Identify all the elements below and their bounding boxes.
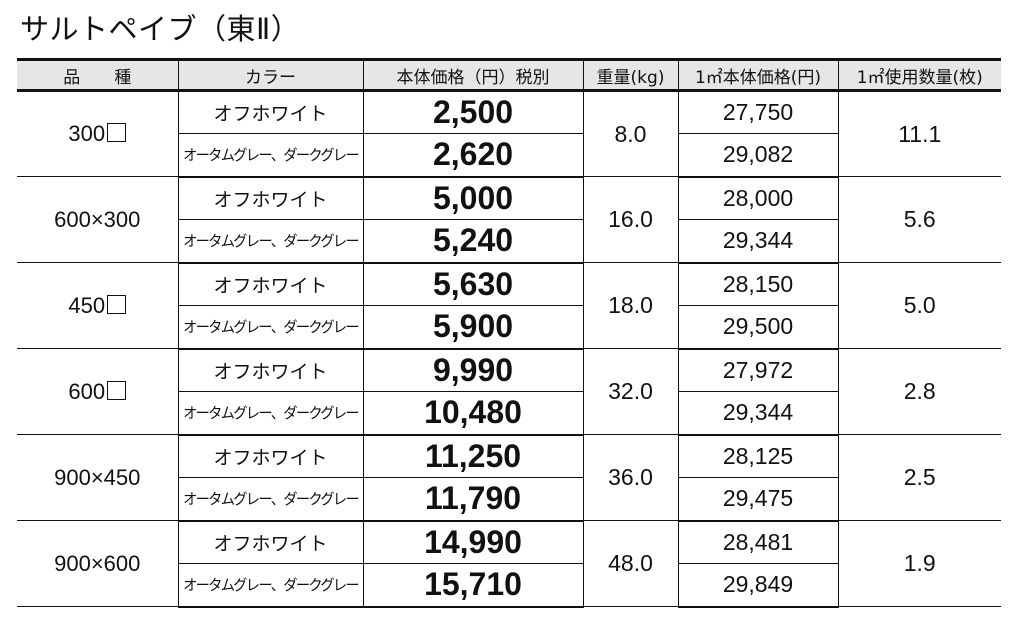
color-name: オータムグレー、ダークグレー — [182, 133, 359, 178]
table-row: 600×300 オフホワイト 5,000 16.0 28,000 5.6 — [17, 176, 1001, 263]
price-per-sqm: 29,475 — [677, 477, 838, 522]
unit-price: 11,790 — [362, 477, 583, 522]
unit-price: 5,900 — [362, 305, 583, 350]
qty-per-sqm: 2.5 — [837, 434, 1001, 521]
qty-per-sqm: 1.9 — [837, 520, 1001, 607]
color-name: オフホワイト — [177, 434, 363, 478]
qty-per-sqm: 2.8 — [837, 348, 1001, 435]
unit-price: 5,000 — [362, 176, 583, 220]
price-per-sqm: 28,000 — [677, 176, 838, 220]
table-row: オータムグレー、ダークグレー 2,620 29,082 — [17, 133, 1001, 178]
table-row: オータムグレー、ダークグレー 5,240 29,344 — [17, 219, 1001, 264]
table-row: 900×450 オフホワイト 11,250 36.0 28,125 2.5 — [17, 434, 1001, 521]
table-row: 900×600 オフホワイト 14,990 48.0 28,481 1.9 — [17, 520, 1001, 607]
color-name: オータムグレー、ダークグレー — [182, 219, 359, 264]
color-name: オータムグレー、ダークグレー — [182, 305, 359, 350]
weight-kg: 32.0 — [582, 348, 678, 435]
unit-price: 5,240 — [362, 219, 583, 264]
price-per-sqm: 29,082 — [677, 133, 838, 178]
table-row: オータムグレー、ダークグレー 11,790 29,475 — [17, 477, 1001, 522]
table-row: 600 オフホワイト 9,990 32.0 27,972 2.8 — [17, 348, 1001, 435]
price-table: 品 種 カラー 本体価格（円）税別 重量(kg) 1㎡本体価格(円) 1㎡使用数… — [17, 58, 1001, 608]
unit-price: 14,990 — [362, 520, 583, 564]
header-weight: 重量(kg) — [582, 58, 678, 92]
product-size: 600 — [17, 348, 178, 435]
table-body: 300 オフホワイト 2,500 8.0 27,750 11.1 オータムグレー、ダークグレ… — [17, 90, 1001, 608]
unit-price: 9,990 — [362, 348, 583, 392]
weight-kg: 48.0 — [582, 520, 678, 607]
price-per-sqm: 28,481 — [677, 520, 838, 564]
price-per-sqm: 27,750 — [677, 90, 838, 134]
square-symbol-icon — [107, 294, 127, 314]
qty-per-sqm: 11.1 — [837, 90, 1001, 177]
header-product: 品 種 — [17, 58, 178, 92]
weight-kg: 36.0 — [582, 434, 678, 521]
weight-kg: 18.0 — [582, 262, 678, 349]
unit-price: 15,710 — [362, 563, 583, 608]
product-size: 600×300 — [17, 176, 178, 263]
header-price-per-sqm: 1㎡本体価格(円) — [677, 58, 838, 92]
unit-price: 5,630 — [362, 262, 583, 306]
price-per-sqm: 29,344 — [677, 219, 838, 264]
color-name: オフホワイト — [177, 520, 363, 564]
header-price: 本体価格（円）税別 — [362, 58, 583, 92]
color-name: オータムグレー、ダークグレー — [182, 563, 359, 608]
table-row: 300 オフホワイト 2,500 8.0 27,750 11.1 — [17, 90, 1001, 177]
price-per-sqm: 28,150 — [677, 262, 838, 306]
product-size: 450 — [17, 262, 178, 349]
color-name: オフホワイト — [177, 262, 363, 306]
qty-per-sqm: 5.0 — [837, 262, 1001, 349]
table-row: 450 オフホワイト 5,630 18.0 28,150 5.0 — [17, 262, 1001, 349]
qty-per-sqm: 5.6 — [837, 176, 1001, 263]
color-name: オータムグレー、ダークグレー — [182, 391, 359, 436]
weight-kg: 8.0 — [582, 90, 678, 177]
unit-price: 2,620 — [362, 133, 583, 178]
square-symbol-icon — [107, 123, 127, 142]
price-per-sqm: 29,849 — [677, 563, 838, 608]
color-name: オフホワイト — [177, 348, 363, 392]
weight-kg: 16.0 — [582, 176, 678, 263]
page-title: サルトペイブ（東Ⅱ） — [20, 12, 301, 46]
table-row: オータムグレー、ダークグレー 5,900 29,500 — [17, 305, 1001, 350]
product-size: 300 — [17, 90, 178, 177]
header-qty-per-sqm: 1㎡使用数量(枚) — [837, 58, 1001, 92]
color-name: オータムグレー、ダークグレー — [182, 477, 359, 522]
square-symbol-icon — [107, 380, 127, 400]
unit-price: 2,500 — [362, 90, 583, 134]
product-size: 900×450 — [17, 434, 178, 521]
price-per-sqm: 29,344 — [677, 391, 838, 436]
unit-price: 10,480 — [362, 391, 583, 436]
table-header-row: 品 種 カラー 本体価格（円）税別 重量(kg) 1㎡本体価格(円) 1㎡使用数… — [17, 58, 1001, 92]
price-per-sqm: 28,125 — [677, 434, 838, 478]
unit-price: 11,250 — [362, 434, 583, 478]
table-row: オータムグレー、ダークグレー 10,480 29,344 — [17, 391, 1001, 436]
color-name: オフホワイト — [177, 90, 363, 134]
price-per-sqm: 27,972 — [677, 348, 838, 392]
table-row: オータムグレー、ダークグレー 15,710 29,849 — [17, 563, 1001, 608]
product-size: 900×600 — [17, 520, 178, 607]
header-color: カラー — [177, 58, 363, 92]
price-per-sqm: 29,500 — [677, 305, 838, 350]
color-name: オフホワイト — [177, 176, 363, 220]
